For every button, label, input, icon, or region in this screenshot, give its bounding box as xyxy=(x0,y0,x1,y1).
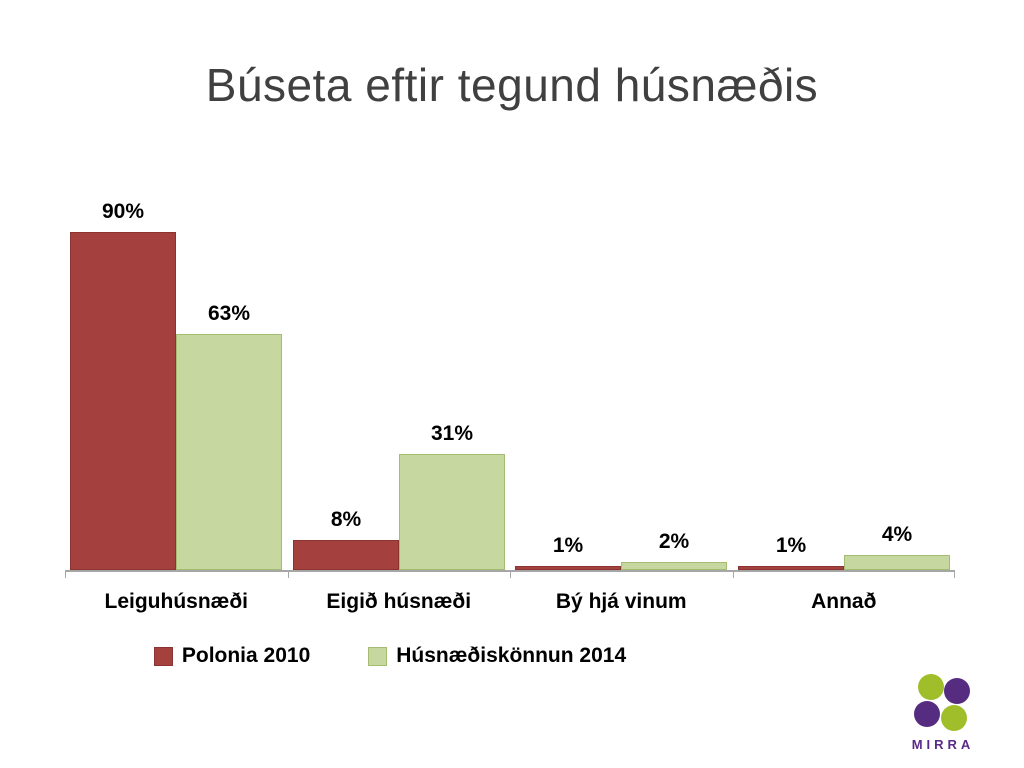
axis-tick xyxy=(733,572,734,578)
legend-swatch-red xyxy=(153,646,173,666)
axis-tick xyxy=(510,572,511,578)
data-label: 2% xyxy=(658,530,690,553)
category-label: Leiguhúsnæði xyxy=(104,590,249,613)
bar-series1-cat2 xyxy=(621,562,727,570)
logo-dot-green-top-left xyxy=(918,674,944,700)
bar-series1-cat1 xyxy=(399,454,505,570)
category-label: Eigið húsnæði xyxy=(326,590,472,613)
category-label: Bý hjá vinum xyxy=(555,590,687,613)
legend-swatch-green xyxy=(368,646,388,666)
axis-tick xyxy=(954,572,955,578)
chart-legend: Polonia 2010 Húsnæðiskönnun 2014 xyxy=(0,644,780,668)
slide-title: Búseta eftir tegund húsnæðis xyxy=(205,59,819,111)
legend-item-husnaediskonnun-2014: Húsnæðiskönnun 2014 xyxy=(368,644,626,668)
logo-dot-purple-bottom-left xyxy=(914,701,940,727)
bar-series0-cat3 xyxy=(738,566,844,570)
logo-text: MIRRA xyxy=(911,737,975,752)
data-label: 1% xyxy=(552,534,584,557)
bar-series1-cat0 xyxy=(176,334,282,570)
axis-tick xyxy=(65,572,66,578)
bar-series0-cat2 xyxy=(515,566,621,570)
logo-dot-green-bottom-right xyxy=(941,705,967,731)
data-label: 63% xyxy=(207,302,251,325)
category-label: Annað xyxy=(811,590,877,613)
data-label: 8% xyxy=(330,508,362,531)
data-label: 4% xyxy=(881,523,913,546)
bar-chart: 90% 63% 8% 31% 1% 2% 1% 4% xyxy=(65,197,955,578)
bar-series0-cat0 xyxy=(70,232,176,570)
data-label: 1% xyxy=(775,534,807,557)
axis-tick xyxy=(288,572,289,578)
logo-dot-purple-top-right xyxy=(944,678,970,704)
bar-series1-cat3 xyxy=(844,555,950,570)
data-label: 90% xyxy=(101,200,145,223)
legend-label: Húsnæðiskönnun 2014 xyxy=(396,644,627,667)
legend-item-polonia-2010: Polonia 2010 xyxy=(153,644,311,668)
plot-area: 90% 63% 8% 31% 1% 2% 1% 4% xyxy=(65,197,955,578)
data-label: 31% xyxy=(430,422,474,445)
category-axis: Leiguhúsnæði Eigið húsnæði Bý hjá vinum Ann… xyxy=(65,590,955,614)
mirra-logo: MIRRA xyxy=(900,674,986,752)
mirra-logo-dots xyxy=(914,674,972,732)
bar-series0-cat1 xyxy=(293,540,399,570)
legend-label: Polonia 2010 xyxy=(181,644,311,667)
